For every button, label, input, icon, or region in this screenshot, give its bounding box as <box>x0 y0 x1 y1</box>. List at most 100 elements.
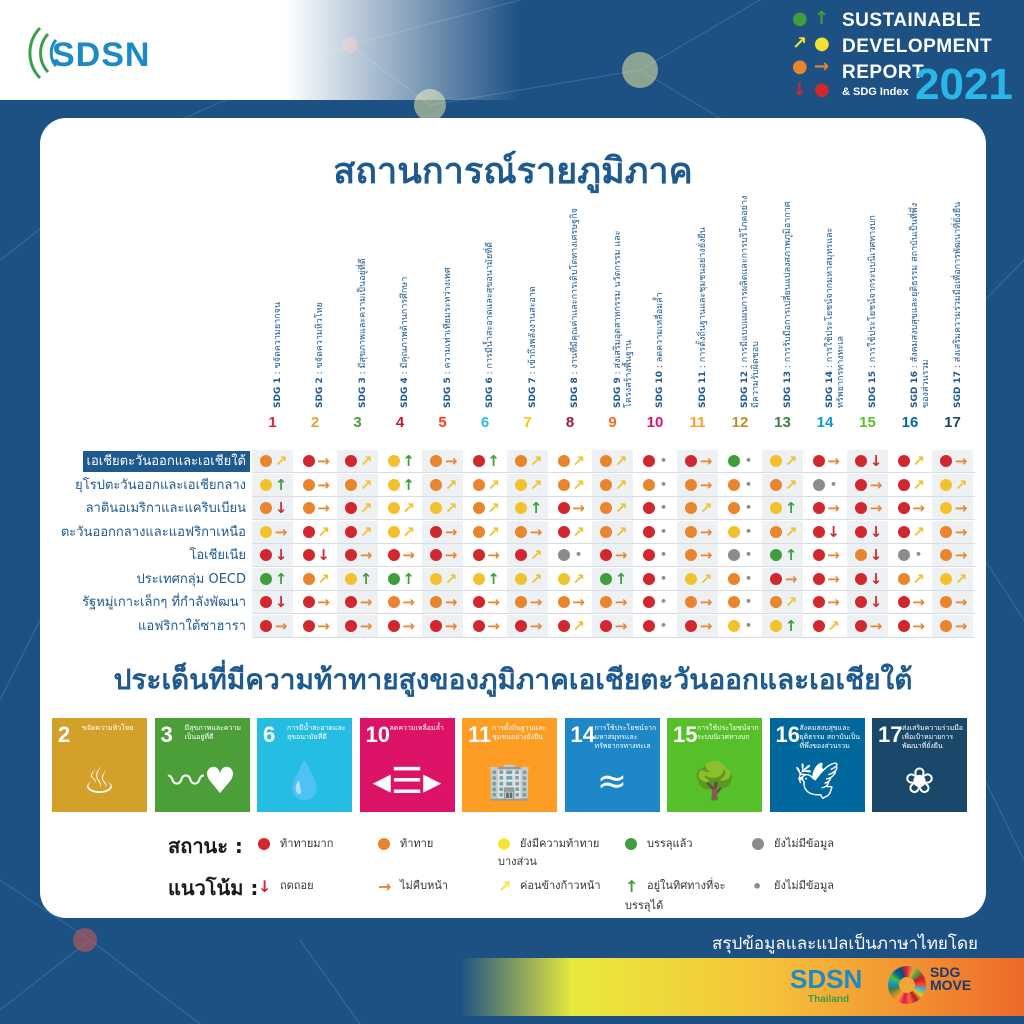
column-text: การใช้ประโยชน์จากระบบนิเวศทางบก <box>867 215 878 363</box>
status-cell: → <box>932 591 973 613</box>
trend-arrow-icon: → <box>827 593 840 611</box>
status-cell: → <box>295 591 336 613</box>
status-cell: ↗ <box>762 473 803 496</box>
status-dot <box>727 549 740 561</box>
trend-arrow-icon: ↗ <box>274 452 288 470</box>
status-cell: → <box>465 544 506 566</box>
status-dot <box>685 478 697 491</box>
trend-arrow-icon: → <box>827 452 840 470</box>
legend-trend-item: ↗ ค่อนข้างก้าวหน้า <box>498 876 618 896</box>
trend-arrow-icon: → <box>402 616 415 635</box>
trend-arrow-icon: ↗ <box>317 569 330 588</box>
column-prefix: SDG 8 <box>570 377 580 408</box>
column-prefix: SDG 12 <box>740 371 750 408</box>
status-cell: ↑ <box>380 450 421 472</box>
legend-label: อยู่ในทิศทางที่จะบรรลุได้ <box>625 879 726 912</box>
trend-arrow-icon: ↗ <box>699 569 713 588</box>
status-cell: → <box>465 615 506 637</box>
column-number: 5 <box>438 414 447 431</box>
column-header-sdg-14: SDG 14 : การใช้ประโยชน์จากมหาสมุทรและทรั… <box>805 190 846 408</box>
trend-arrow-icon: ↑ <box>274 475 288 494</box>
region-row: เอเชียตะวันออกและเอเชียใต้ ↗ → ↗ ↑ → ↑ ↗ ↗ ↗ • → • ↗ →… <box>82 450 975 473</box>
column-header-sdg-2: SDG 2 : ขจัดความหิวโหย <box>295 190 336 408</box>
sdg-tile-11: 11 การตั้งถิ่นฐานและชุมชนอย่างยั่งยืน 🏢 <box>462 718 557 812</box>
status-cell: • <box>635 497 676 519</box>
status-dot <box>770 502 782 514</box>
status-cell: ↗ <box>592 473 633 496</box>
status-dot <box>812 596 825 608</box>
column-number: 2 <box>310 414 320 431</box>
status-dot <box>557 525 570 538</box>
status-cell: ↑ <box>380 568 421 590</box>
trend-arrow-icon: ↓ <box>869 452 883 470</box>
status-cell: → <box>592 591 633 613</box>
trend-arrow-icon: ↗ <box>912 475 925 494</box>
status-cell: ↑ <box>507 497 548 519</box>
trend-arrow-icon: → <box>317 593 330 611</box>
tile-number: 6 <box>263 722 276 747</box>
column-text: ขจัดความยากจน <box>272 301 283 369</box>
trend-arrow-icon: ↓ <box>869 522 883 541</box>
legend-label: ท้าทาย <box>400 837 434 850</box>
status-dot <box>642 549 655 561</box>
legend-label: ค่อนข้างก้าวหน้า <box>520 879 601 892</box>
status-dot <box>387 619 400 632</box>
column-label: SDG 6 : การมีน้ำสะอาดและสุขอนามัยที่ดี <box>485 241 495 408</box>
status-cell: ↗ <box>337 473 378 496</box>
trend-arrow-icon: → <box>954 616 968 635</box>
status-cell: → <box>677 520 718 543</box>
status-dot <box>600 502 612 514</box>
status-dot <box>685 549 697 561</box>
trend-arrow-icon: → <box>912 593 925 611</box>
tile-number: 3 <box>160 722 173 747</box>
column-label: SDG 13 : การรับมือการเปลี่ยนแปลงสภาพภูมิ… <box>782 201 793 408</box>
status-dot <box>260 478 272 491</box>
trend-arrow-icon: → <box>827 546 840 564</box>
trend-arrow-icon: → <box>827 569 840 588</box>
legend-status-item: ยังไม่มีข้อมูล <box>752 834 867 852</box>
trend-arrow-icon: ↗ <box>784 522 798 541</box>
status-dot <box>855 619 867 632</box>
status-dot <box>430 572 442 585</box>
status-dot <box>302 596 315 608</box>
status-dot <box>472 502 485 514</box>
sdg-move-logo: SDG MOVE <box>930 964 972 993</box>
status-cell: ↗ <box>592 497 633 519</box>
status-cell: → <box>422 450 463 472</box>
trend-arrow-icon: → <box>912 499 925 517</box>
status-cell: ↑ <box>762 614 803 637</box>
trend-arrow-icon: → <box>317 452 330 470</box>
status-dot <box>515 619 527 632</box>
status-cell: → <box>380 544 421 566</box>
trend-arrow-icon: • <box>659 571 668 585</box>
column-text: มีสุขภาพและความเป็นอยู่ที่ดี <box>357 258 368 369</box>
status-dot <box>515 502 527 514</box>
status-dot <box>345 549 357 561</box>
column-number: 15 <box>859 414 876 431</box>
trend-arrow-icon: ↗ <box>784 593 798 611</box>
status-dot <box>812 572 825 585</box>
status-dot <box>600 572 612 585</box>
column-header-sdg-11: SDG 11 : การตั้งถิ่นฐานและชุมชนอย่างยั่ง… <box>677 190 718 408</box>
status-dot <box>812 478 825 491</box>
status-cell: ↓ <box>252 591 293 613</box>
status-cell: → <box>337 614 378 637</box>
status-cell: ↑ <box>762 544 803 566</box>
column-label: SDG 1 : ขจัดความยากจน <box>272 301 283 408</box>
status-dot <box>472 572 485 585</box>
trend-arrow-icon: ↑ <box>402 475 415 494</box>
trend-arrow-icon: → <box>444 616 458 635</box>
legend-label: ยังไม่มีข้อมูล <box>774 837 834 850</box>
trend-arrow-icon: → <box>699 616 713 635</box>
status-cell: ↗ <box>422 473 463 496</box>
status-cell: ↗ <box>550 521 591 543</box>
trend-arrow-icon: ↗ <box>444 475 458 494</box>
column-header-sdg-13: SDG 13 : การรับมือการเปลี่ยนแปลงสภาพภูมิ… <box>762 190 803 408</box>
status-cell: ↓ <box>847 450 888 472</box>
status-dot <box>727 502 740 514</box>
column-header-sdg-15: SDG 15 : การใช้ประโยชน์จากระบบนิเวศทางบก <box>847 190 888 408</box>
status-dot <box>855 596 867 608</box>
status-dot <box>260 572 272 585</box>
column-prefix: SDG 9 <box>612 377 623 408</box>
status-cell: ↑ <box>252 473 293 496</box>
